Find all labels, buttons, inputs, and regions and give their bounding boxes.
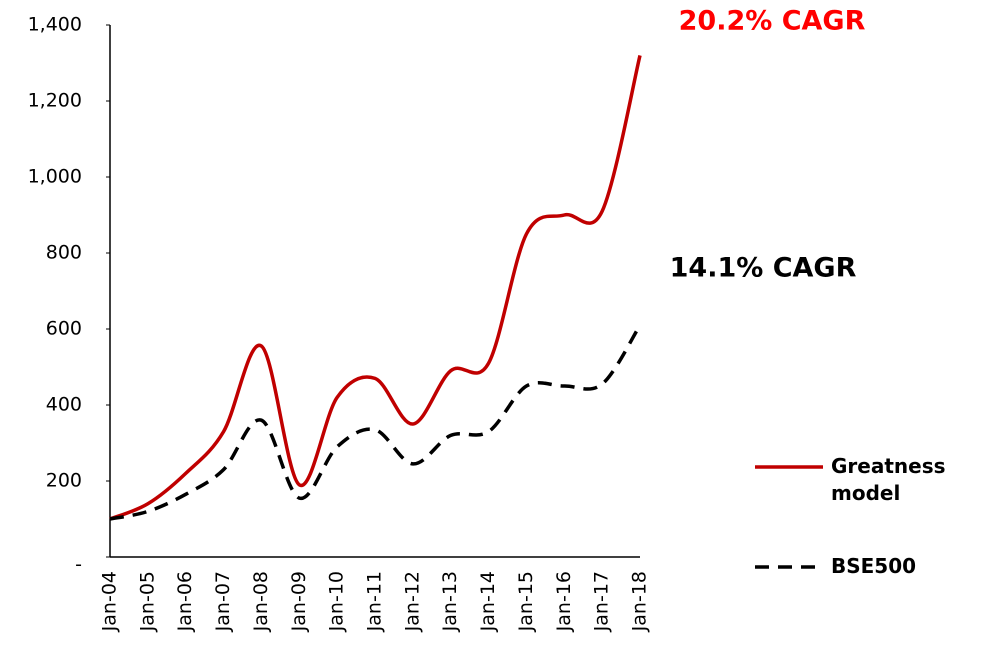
y-tick-label: 1,400 xyxy=(28,14,82,36)
x-tick-label: Jan-15 xyxy=(515,571,537,632)
x-tick-label: Jan-12 xyxy=(401,571,423,632)
x-tick-label: Jan-09 xyxy=(288,571,310,632)
x-tick-label: Jan-16 xyxy=(553,571,575,632)
legend-label: Greatness model xyxy=(831,454,946,505)
x-tick-label: Jan-04 xyxy=(99,571,121,632)
x-tick-label: Jan-11 xyxy=(364,571,386,632)
series-line xyxy=(109,54,642,521)
legend-label: BSE500 xyxy=(831,554,917,578)
y-tick-label: 400 xyxy=(46,394,82,416)
annotation: 14.1% CAGR xyxy=(670,253,857,284)
y-tick-label: 800 xyxy=(46,242,82,264)
annotation: 20.2% CAGR xyxy=(679,6,866,37)
x-tick-label: Jan-14 xyxy=(477,571,499,632)
x-tick-label: Jan-05 xyxy=(136,571,158,632)
y-tick-label: 1,200 xyxy=(28,90,82,112)
y-tick-label: 1,000 xyxy=(28,166,82,188)
y-tick-label: 600 xyxy=(46,318,82,340)
x-tick-label: Jan-06 xyxy=(174,571,196,632)
x-tick-label: Jan-18 xyxy=(629,571,651,632)
x-tick-label: Jan-07 xyxy=(212,571,234,632)
y-tick-label: - xyxy=(75,554,82,576)
x-tick-label: Jan-10 xyxy=(326,571,348,632)
x-tick-label: Jan-13 xyxy=(439,571,461,632)
y-tick-label: 200 xyxy=(46,470,82,492)
x-tick-label: Jan-08 xyxy=(250,571,272,632)
x-tick-label: Jan-17 xyxy=(591,571,613,632)
series-line xyxy=(109,324,642,521)
